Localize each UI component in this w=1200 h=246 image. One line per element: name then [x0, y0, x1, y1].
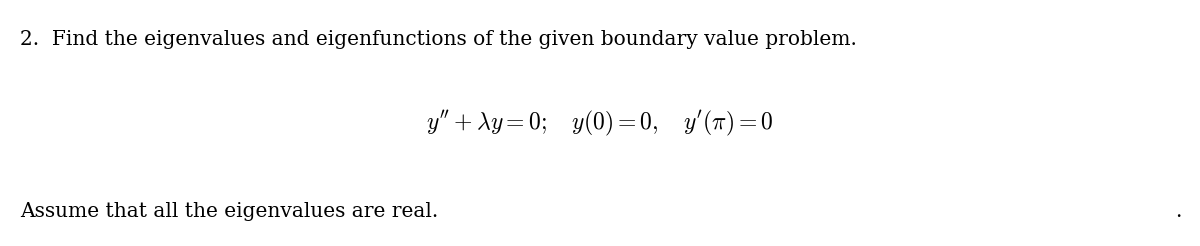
Text: 2.  Find the eigenvalues and eigenfunctions of the given boundary value problem.: 2. Find the eigenvalues and eigenfunctio…: [20, 30, 857, 48]
Text: .: .: [1175, 202, 1181, 221]
Text: Assume that all the eigenvalues are real.: Assume that all the eigenvalues are real…: [20, 202, 439, 221]
Text: $y'' + \lambda y = 0; \quad y(0) = 0, \quad y'(\pi) = 0$: $y'' + \lambda y = 0; \quad y(0) = 0, \q…: [426, 108, 774, 138]
